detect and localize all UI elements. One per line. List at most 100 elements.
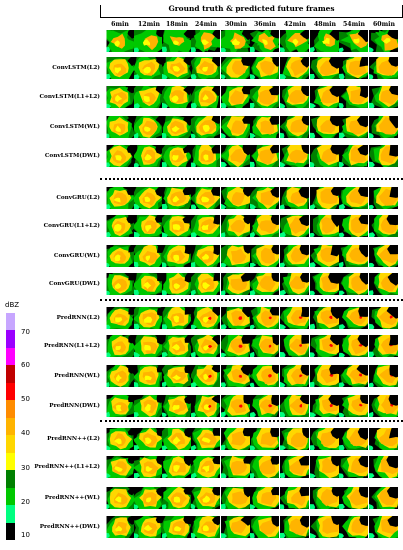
group-separator bbox=[100, 299, 403, 301]
radar-frame bbox=[221, 187, 250, 209]
colorbar-segment bbox=[6, 417, 15, 436]
radar-frame bbox=[191, 145, 220, 167]
row-label: PredRNN(DWL) bbox=[49, 403, 100, 409]
radar-frame bbox=[105, 30, 134, 52]
group-separator bbox=[100, 178, 403, 180]
radar-frame bbox=[369, 456, 398, 478]
colorbar-tick-label: 70 bbox=[21, 328, 30, 336]
radar-frame bbox=[369, 30, 398, 52]
row-label: ConvGRU(L2) bbox=[56, 195, 100, 201]
radar-frame bbox=[280, 456, 309, 478]
colorbar-segment bbox=[6, 400, 15, 419]
radar-frame bbox=[191, 307, 220, 329]
colorbar-segment bbox=[6, 522, 15, 541]
time-label: 54min bbox=[342, 21, 365, 28]
radar-frame bbox=[250, 428, 279, 450]
radar-frame bbox=[134, 335, 163, 357]
radar-frame bbox=[221, 335, 250, 357]
radar-frame bbox=[191, 487, 220, 509]
radar-frame bbox=[280, 335, 309, 357]
radar-frame bbox=[105, 86, 134, 108]
radar-frame bbox=[280, 215, 309, 237]
radar-frame bbox=[369, 428, 398, 450]
radar-frame bbox=[310, 145, 339, 167]
colorbar-segment bbox=[6, 505, 15, 524]
radar-frame bbox=[134, 57, 163, 79]
radar-frame bbox=[250, 116, 279, 138]
radar-frame bbox=[105, 145, 134, 167]
radar-frame bbox=[221, 30, 250, 52]
row-label: ConvLSTM(L1+L2) bbox=[39, 94, 100, 100]
radar-frame bbox=[250, 145, 279, 167]
radar-frame bbox=[250, 86, 279, 108]
radar-frame bbox=[369, 365, 398, 387]
radar-frame bbox=[191, 456, 220, 478]
radar-frame bbox=[310, 456, 339, 478]
header-title: Ground truth & predicted future frames bbox=[168, 4, 335, 13]
radar-frame bbox=[310, 86, 339, 108]
radar-frame bbox=[250, 215, 279, 237]
radar-frame bbox=[162, 116, 191, 138]
radar-frame bbox=[280, 516, 309, 538]
radar-frame bbox=[250, 516, 279, 538]
radar-frame bbox=[339, 30, 368, 52]
radar-frame bbox=[191, 365, 220, 387]
radar-frame bbox=[250, 57, 279, 79]
radar-frame bbox=[280, 487, 309, 509]
radar-frame bbox=[369, 86, 398, 108]
row-label: ConvLSTM(L2) bbox=[52, 65, 100, 71]
radar-frame bbox=[369, 116, 398, 138]
row-label: PredRNN(WL) bbox=[54, 373, 100, 379]
radar-frame bbox=[280, 30, 309, 52]
radar-frame bbox=[134, 395, 163, 417]
radar-frame bbox=[250, 456, 279, 478]
radar-frame bbox=[221, 145, 250, 167]
radar-frame bbox=[134, 187, 163, 209]
radar-frame bbox=[134, 428, 163, 450]
row-label: PredRNN++(DWL) bbox=[39, 524, 100, 530]
radar-frame bbox=[250, 365, 279, 387]
radar-frame bbox=[221, 245, 250, 267]
radar-frame bbox=[162, 487, 191, 509]
radar-frame bbox=[369, 395, 398, 417]
radar-frame bbox=[221, 215, 250, 237]
radar-frame bbox=[134, 307, 163, 329]
radar-frame bbox=[250, 487, 279, 509]
colorbar-segment bbox=[6, 347, 15, 366]
radar-frame bbox=[339, 86, 368, 108]
radar-frame bbox=[134, 116, 163, 138]
header: Ground truth & predicted future frames bbox=[100, 2, 403, 22]
radar-frame bbox=[310, 335, 339, 357]
colorbar bbox=[6, 313, 15, 541]
radar-frame bbox=[191, 187, 220, 209]
radar-frame bbox=[310, 487, 339, 509]
radar-frame bbox=[162, 365, 191, 387]
radar-frame bbox=[134, 145, 163, 167]
radar-frame bbox=[280, 187, 309, 209]
colorbar-tick-label: 60 bbox=[21, 361, 30, 369]
group-separator bbox=[100, 420, 403, 422]
radar-frame bbox=[191, 516, 220, 538]
radar-frame bbox=[339, 516, 368, 538]
radar-frame bbox=[191, 245, 220, 267]
row-label: PredRNN++(L2) bbox=[47, 436, 100, 442]
radar-frame bbox=[369, 273, 398, 295]
radar-frame bbox=[134, 487, 163, 509]
radar-frame bbox=[310, 307, 339, 329]
radar-frame bbox=[134, 245, 163, 267]
row-label: ConvGRU(L1+L2) bbox=[43, 223, 100, 229]
radar-frame bbox=[221, 273, 250, 295]
radar-frame bbox=[339, 487, 368, 509]
radar-frame bbox=[134, 456, 163, 478]
colorbar-title: dBZ bbox=[5, 301, 20, 309]
row-label: PredRNN++(L1+L2) bbox=[34, 464, 100, 470]
colorbar-tick-label: 20 bbox=[21, 498, 30, 506]
radar-frame bbox=[162, 187, 191, 209]
radar-frame bbox=[280, 116, 309, 138]
radar-frame bbox=[134, 30, 163, 52]
radar-frame bbox=[191, 335, 220, 357]
radar-frame bbox=[280, 428, 309, 450]
radar-frame bbox=[310, 516, 339, 538]
radar-frame bbox=[250, 187, 279, 209]
radar-frame bbox=[339, 395, 368, 417]
